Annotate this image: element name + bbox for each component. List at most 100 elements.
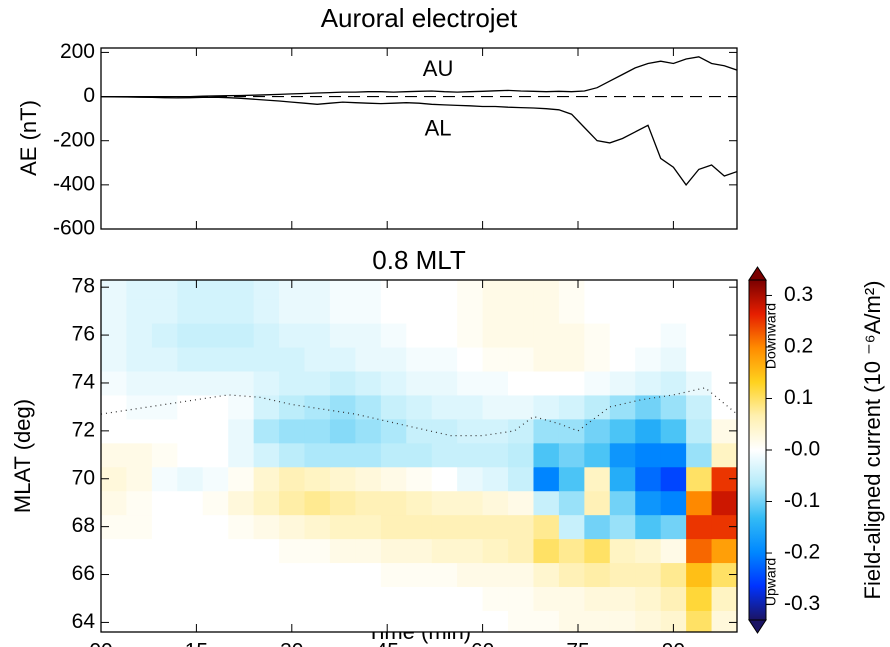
heat-cell — [558, 514, 585, 540]
heat-cell — [686, 370, 713, 396]
heat-cell — [482, 538, 509, 564]
heat-cell — [126, 586, 153, 611]
heat-cell — [202, 323, 229, 348]
heat-cell — [355, 442, 382, 468]
heat-cell — [457, 562, 484, 588]
heat-cell — [151, 610, 178, 632]
x-tick-label: 30 — [280, 640, 303, 647]
top-y-label: AE (nT) — [16, 100, 41, 176]
heat-cell — [686, 280, 713, 300]
heat-cell — [355, 538, 382, 564]
heat-cell — [635, 323, 662, 348]
heat-cell — [406, 394, 433, 420]
heat-cell — [635, 610, 662, 632]
heat-cell — [660, 299, 687, 324]
heat-cell — [329, 586, 356, 611]
heat-cell — [584, 418, 611, 444]
heat-cell — [329, 323, 356, 348]
colorbar-tick-label: 0.2 — [784, 335, 813, 358]
heat-cell — [609, 323, 636, 348]
heat-cell — [558, 299, 585, 324]
heat-cell — [177, 562, 204, 588]
heat-cell — [711, 586, 737, 611]
heat-cell — [584, 280, 611, 300]
heat-cell — [635, 442, 662, 468]
heat-cell — [635, 466, 662, 492]
heat-cell — [533, 466, 560, 492]
heat-cell — [508, 418, 534, 444]
heat-cell — [101, 394, 127, 420]
heat-cell — [660, 418, 687, 444]
heat-cell — [101, 442, 127, 468]
heat-cell — [101, 610, 127, 632]
heat-cell — [126, 299, 153, 324]
colorbar-tick-label: -0.2 — [784, 541, 820, 564]
heat-cell — [508, 538, 534, 564]
heat-cell — [253, 370, 280, 396]
heat-cell — [380, 394, 407, 420]
plot-area — [101, 56, 737, 186]
heat-cell — [635, 538, 662, 564]
heat-cell — [355, 466, 382, 492]
heat-cell — [635, 490, 662, 516]
heat-cell — [304, 323, 331, 348]
x-tick-label: 90 — [662, 640, 685, 647]
heat-cell — [558, 418, 585, 444]
heat-cell — [482, 299, 509, 324]
y-label: MLAT (deg) — [10, 399, 35, 513]
heat-cell — [533, 370, 560, 396]
heat-cell — [279, 299, 306, 324]
heat-cell — [609, 418, 636, 444]
heat-cell — [329, 610, 356, 632]
heat-cell — [151, 490, 178, 516]
heat-cell — [711, 299, 737, 324]
heat-cell — [355, 418, 382, 444]
heat-cell — [151, 514, 178, 540]
heat-cell — [609, 442, 636, 468]
heat-cell — [228, 466, 255, 492]
heatmap-title: 0.8 MLT — [372, 245, 466, 275]
heat-cell — [279, 394, 306, 420]
heat-cell — [431, 586, 458, 611]
heat-cell — [304, 370, 331, 396]
heat-cell — [406, 514, 433, 540]
heat-cell — [101, 490, 127, 516]
heat-cell — [177, 514, 204, 540]
heat-cell — [279, 347, 306, 372]
heat-cell — [635, 280, 662, 300]
heat-cell — [533, 562, 560, 588]
heat-cell — [151, 562, 178, 588]
heat-cell — [558, 442, 585, 468]
heat-cell — [329, 370, 356, 396]
heat-cell — [711, 280, 737, 300]
heat-cell — [202, 490, 229, 516]
heat-cell — [457, 347, 484, 372]
heat-cell — [126, 280, 153, 300]
heat-cell — [558, 323, 585, 348]
heat-cell — [253, 442, 280, 468]
heat-cell — [329, 347, 356, 372]
heat-cell — [228, 538, 255, 564]
heat-cell — [558, 610, 585, 632]
heat-cell — [253, 418, 280, 444]
heat-cell — [329, 466, 356, 492]
heat-cell — [355, 347, 382, 372]
heat-cell — [202, 610, 229, 632]
heat-cell — [660, 466, 687, 492]
heat-cell — [457, 490, 484, 516]
heat-cell — [609, 514, 636, 540]
heat-cell — [660, 610, 687, 632]
heat-cell — [431, 442, 458, 468]
heat-cell — [457, 514, 484, 540]
heat-cell — [304, 299, 331, 324]
heat-cell — [329, 299, 356, 324]
heat-cell — [177, 442, 204, 468]
heat-cell — [177, 394, 204, 420]
heat-cell — [253, 562, 280, 588]
heat-cell — [202, 370, 229, 396]
top-title: Auroral electrojet — [321, 3, 518, 33]
heat-cell — [253, 347, 280, 372]
heat-cell — [508, 394, 534, 420]
heat-cell — [457, 610, 484, 632]
heat-cell — [406, 442, 433, 468]
